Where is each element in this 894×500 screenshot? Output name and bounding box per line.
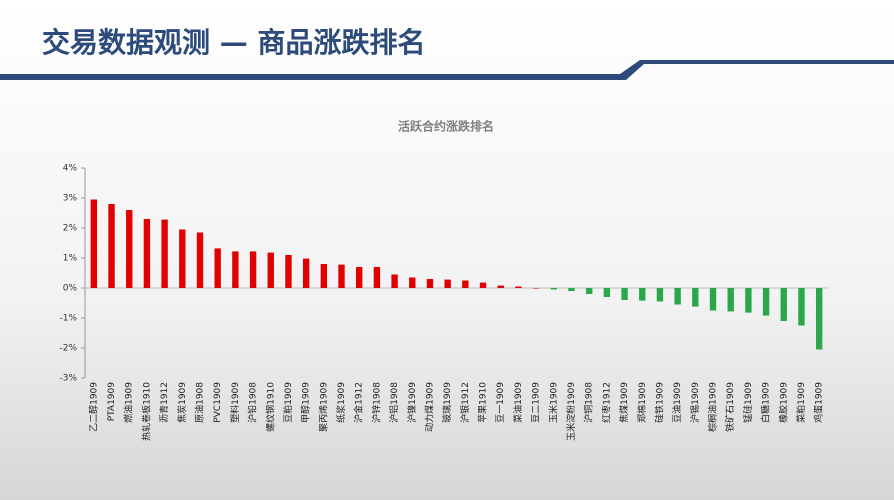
bar xyxy=(762,288,770,316)
x-tick-label: 沪铅1908 xyxy=(247,382,259,423)
bar xyxy=(179,229,186,288)
x-tick-label: 苹果1910 xyxy=(477,382,489,423)
x-tick-label: 锰硅1909 xyxy=(742,382,754,423)
x-tick-label: 豆二1909 xyxy=(531,382,542,423)
x-tick-label: 动力煤1909 xyxy=(423,382,435,432)
bar xyxy=(656,288,664,302)
x-tick-label: 红枣1912 xyxy=(600,382,612,423)
bar xyxy=(90,199,98,288)
x-tick-label: 沪铜1908 xyxy=(583,382,595,423)
x-tick-label: 纸浆1909 xyxy=(335,382,347,423)
bar xyxy=(249,251,257,288)
bar xyxy=(373,267,381,288)
bar xyxy=(356,267,363,288)
bar xyxy=(639,288,646,301)
x-tick-label: 甲醇1909 xyxy=(300,382,312,423)
bar xyxy=(391,274,398,288)
bar xyxy=(621,288,628,300)
x-tick-label: 焦煤1909 xyxy=(618,382,630,423)
bar xyxy=(143,219,151,288)
bar xyxy=(709,288,717,311)
bar xyxy=(532,288,540,289)
bar xyxy=(462,280,469,288)
y-tick-label: -3% xyxy=(59,374,77,384)
x-tick-label: 聚丙烯1909 xyxy=(317,382,329,432)
bar xyxy=(426,279,434,288)
x-tick-label: 螺纹钢1910 xyxy=(264,382,276,432)
bar xyxy=(409,277,416,288)
x-tick-label: 沪金1912 xyxy=(353,382,365,423)
bar xyxy=(214,248,221,288)
x-tick-label: 橡胶1909 xyxy=(777,382,789,423)
x-tick-label: 沪锌1908 xyxy=(370,382,382,423)
y-tick-label: 2% xyxy=(63,224,78,234)
x-tick-label: 塑料1909 xyxy=(229,382,241,423)
x-tick-label: 沪铝1908 xyxy=(388,382,400,423)
y-tick-label: 1% xyxy=(63,254,78,264)
bar xyxy=(497,285,504,288)
x-tick-label: 菜油1909 xyxy=(512,382,524,423)
x-tick-label: 鸡蛋1909 xyxy=(813,382,825,423)
bar xyxy=(232,251,239,288)
x-tick-label: 豆粕1909 xyxy=(282,382,294,423)
bar xyxy=(745,288,752,313)
x-tick-label: 豆一1909 xyxy=(495,382,506,423)
x-tick-label: 玉米淀粉1909 xyxy=(565,382,577,441)
x-tick-label: 棕榈油1909 xyxy=(707,382,719,432)
x-tick-label: PTA1909 xyxy=(107,382,117,422)
bar xyxy=(780,288,787,321)
bar xyxy=(568,288,575,291)
bar xyxy=(444,279,451,288)
x-tick-label: 豆油1909 xyxy=(671,382,683,423)
chart-title: 活跃合约涨跌排名 xyxy=(398,119,494,134)
x-tick-label: 热轧卷板1910 xyxy=(140,382,152,441)
bar xyxy=(798,288,805,326)
x-tick-label: 玉米1909 xyxy=(547,382,559,423)
x-tick-label: 乙二醇1909 xyxy=(87,382,99,432)
bar xyxy=(603,288,611,297)
bar xyxy=(338,264,345,288)
x-tick-label: 沪镍1909 xyxy=(406,382,418,423)
x-tick-label: 沥青1912 xyxy=(158,382,170,423)
x-tick-label: 沪锡1909 xyxy=(689,382,701,423)
bar xyxy=(692,288,699,307)
x-tick-label: 铁矿石1909 xyxy=(724,382,736,432)
bar xyxy=(161,219,168,288)
page-title: 交易数据观测 — 商品涨跌排名 xyxy=(42,26,426,59)
bar xyxy=(285,255,292,288)
x-tick-label: 燃油1909 xyxy=(123,382,135,423)
y-tick-label: -2% xyxy=(59,344,77,354)
bar xyxy=(320,264,328,288)
bar xyxy=(585,288,593,294)
y-tick-label: -1% xyxy=(59,314,77,324)
x-tick-label: 焦炭1909 xyxy=(176,382,188,423)
y-tick-label: 0% xyxy=(63,284,78,294)
bar xyxy=(108,204,115,288)
bar xyxy=(126,210,133,288)
y-tick-label: 4% xyxy=(63,164,78,174)
bar xyxy=(815,288,823,350)
x-tick-label: 菜粕1909 xyxy=(795,382,807,423)
title-band xyxy=(0,60,894,80)
x-tick-label: 原油1908 xyxy=(193,382,205,423)
bar xyxy=(550,288,557,290)
bar xyxy=(302,258,310,288)
bar xyxy=(674,288,681,305)
x-tick-label: 白糖1909 xyxy=(760,382,772,423)
x-tick-label: 硅铁1909 xyxy=(653,382,665,423)
x-tick-label: 郑棉1909 xyxy=(636,382,648,423)
bar xyxy=(267,252,274,288)
x-tick-label: 沪银1912 xyxy=(459,382,471,423)
bar xyxy=(515,286,522,288)
x-tick-label: PVC1909 xyxy=(213,382,223,423)
bar xyxy=(196,232,204,288)
bar xyxy=(479,282,487,288)
y-tick-label: 3% xyxy=(63,194,78,204)
bar xyxy=(727,288,734,312)
x-tick-label: 玻璃1909 xyxy=(441,382,453,423)
